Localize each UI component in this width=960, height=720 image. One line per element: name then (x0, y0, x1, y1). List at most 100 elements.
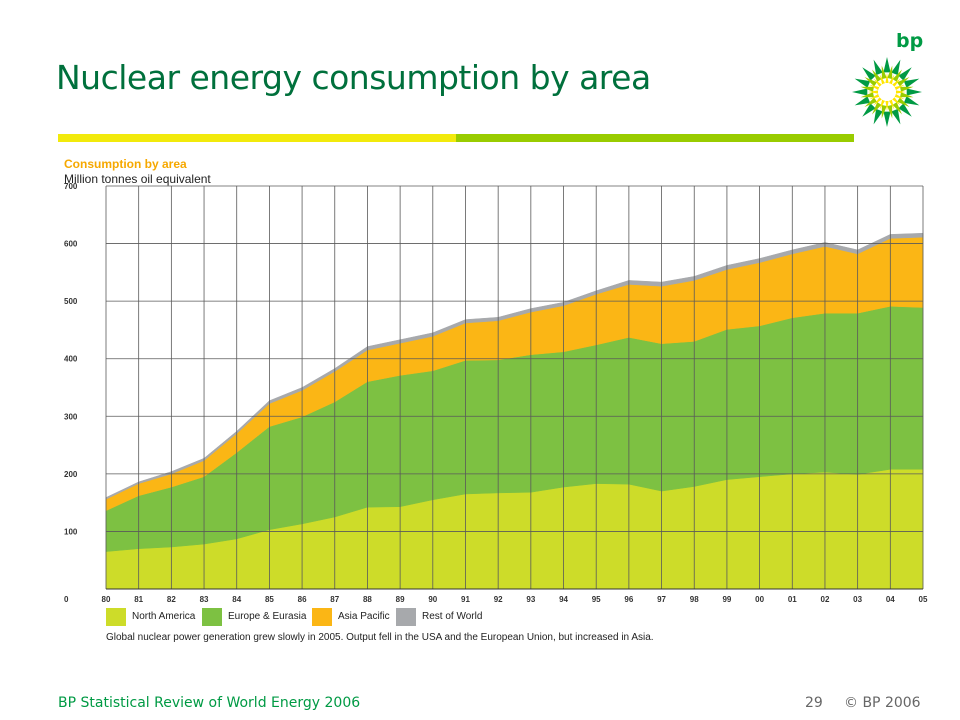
x-tick-label-84: 84 (232, 595, 241, 604)
helios-petal-0-6 (862, 103, 876, 117)
helios-petal-0-11 (873, 59, 883, 76)
helios-petal-0-13 (891, 59, 901, 76)
helios-petal-2-11 (879, 74, 886, 85)
helios-petal-0-5 (873, 108, 883, 125)
helios-petal-2-14 (892, 78, 901, 87)
helios-logo-icon (852, 57, 922, 127)
title-rule-green (456, 134, 854, 142)
legend-swatch (106, 608, 126, 626)
helios-petal-0-15 (903, 78, 920, 88)
helios-petal-0-0 (906, 88, 922, 96)
x-tick-label-89: 89 (396, 595, 405, 604)
y-tick-label-700: 700 (64, 182, 78, 191)
x-tick-label-00: 00 (755, 595, 764, 604)
helios-petal-0-10 (862, 67, 876, 81)
helios-petal-1-9 (864, 76, 877, 87)
x-tick-label-91: 91 (461, 595, 470, 604)
helios-petal-0-1 (903, 96, 920, 106)
helios-center (878, 83, 896, 101)
x-tick-label-82: 82 (167, 595, 176, 604)
chart-caption: Global nuclear power generation grew slo… (106, 632, 654, 643)
helios-petal-1-11 (881, 65, 887, 79)
helios-petal-2-2 (892, 97, 901, 106)
helios-petal-1-0 (900, 92, 914, 98)
helios-petal-1-12 (887, 65, 893, 79)
chart-title: Consumption by area (64, 157, 187, 171)
helios-petal-1-3 (887, 105, 893, 119)
chart-y-axis-label: Million tonnes oil equivalent (64, 172, 211, 186)
x-tick-label-01: 01 (788, 595, 797, 604)
y-tick-label-600: 600 (64, 240, 78, 249)
x-tick-label-03: 03 (853, 595, 862, 604)
helios-petal-1-4 (881, 105, 887, 119)
helios-petal-2-1 (894, 93, 905, 100)
x-tick-label-94: 94 (559, 595, 568, 604)
y-tick-label-500: 500 (64, 297, 78, 306)
x-tick-label-80: 80 (102, 595, 111, 604)
slide-title: Nuclear energy consumption by area (56, 58, 651, 97)
helios-petal-1-5 (871, 102, 882, 115)
x-tick-label-04: 04 (886, 595, 895, 604)
y-tick-label-0: 0 (64, 595, 69, 604)
helios-petal-0-14 (898, 67, 912, 81)
x-tick-label-92: 92 (494, 595, 503, 604)
helios-petal-0-9 (854, 78, 871, 88)
helios-petal-2-10 (873, 78, 882, 87)
footer-source: BP Statistical Review of World Energy 20… (58, 695, 361, 711)
x-tick-label-93: 93 (526, 595, 535, 604)
copyright: © BP 2006 (844, 695, 921, 711)
y-tick-label-300: 300 (64, 412, 78, 421)
y-tick-label-400: 400 (64, 355, 78, 364)
helios-petal-1-13 (892, 69, 903, 82)
helios-petal-2-4 (885, 100, 889, 111)
helios-petal-0-12 (883, 57, 891, 73)
x-tick-label-97: 97 (657, 595, 666, 604)
helios-petal-1-15 (900, 86, 914, 92)
helios-petal-0-4 (883, 111, 891, 127)
page-number: 29 (805, 695, 823, 711)
legend-swatch (396, 608, 416, 626)
helios-petal-2-3 (888, 99, 895, 110)
x-tick-label-83: 83 (200, 595, 209, 604)
x-tick-label-90: 90 (428, 595, 437, 604)
helios-petal-2-13 (888, 74, 895, 85)
x-tick-label-95: 95 (592, 595, 601, 604)
legend-label: Europe & Eurasia (228, 611, 307, 622)
y-tick-label-100: 100 (64, 527, 78, 536)
x-tick-label-81: 81 (134, 595, 143, 604)
helios-petal-1-8 (860, 86, 874, 92)
helios-petal-1-14 (897, 76, 910, 87)
helios-petal-1-6 (864, 97, 877, 108)
helios-petal-0-2 (898, 103, 912, 117)
x-tick-label-88: 88 (363, 595, 372, 604)
x-tick-label-87: 87 (330, 595, 339, 604)
helios-petal-2-6 (873, 97, 882, 106)
x-tick-label-02: 02 (821, 595, 830, 604)
bp-logo-text: bp (896, 30, 924, 52)
legend-swatch (202, 608, 222, 626)
helios-petal-0-7 (854, 96, 871, 106)
helios-petal-2-0 (895, 90, 906, 94)
legend-label: North America (132, 611, 196, 622)
title-rule-yellow (58, 134, 456, 142)
helios-petal-1-7 (860, 92, 874, 98)
helios-petal-0-8 (852, 88, 868, 96)
x-tick-label-99: 99 (722, 595, 731, 604)
x-tick-label-96: 96 (624, 595, 633, 604)
x-tick-label-05: 05 (919, 595, 928, 604)
helios-petal-2-9 (869, 84, 880, 91)
x-tick-label-85: 85 (265, 595, 274, 604)
helios-petal-1-2 (892, 102, 903, 115)
legend-label: Rest of World (422, 611, 483, 622)
helios-petal-2-15 (894, 84, 905, 91)
legend-swatch (312, 608, 332, 626)
x-tick-label-86: 86 (298, 595, 307, 604)
helios-petal-2-5 (879, 99, 886, 110)
helios-petal-2-8 (868, 90, 879, 94)
helios-petal-1-1 (897, 97, 910, 108)
helios-petal-1-10 (871, 69, 882, 82)
helios-petal-2-7 (869, 93, 880, 100)
y-tick-label-200: 200 (64, 470, 78, 479)
helios-petal-2-12 (885, 73, 889, 84)
